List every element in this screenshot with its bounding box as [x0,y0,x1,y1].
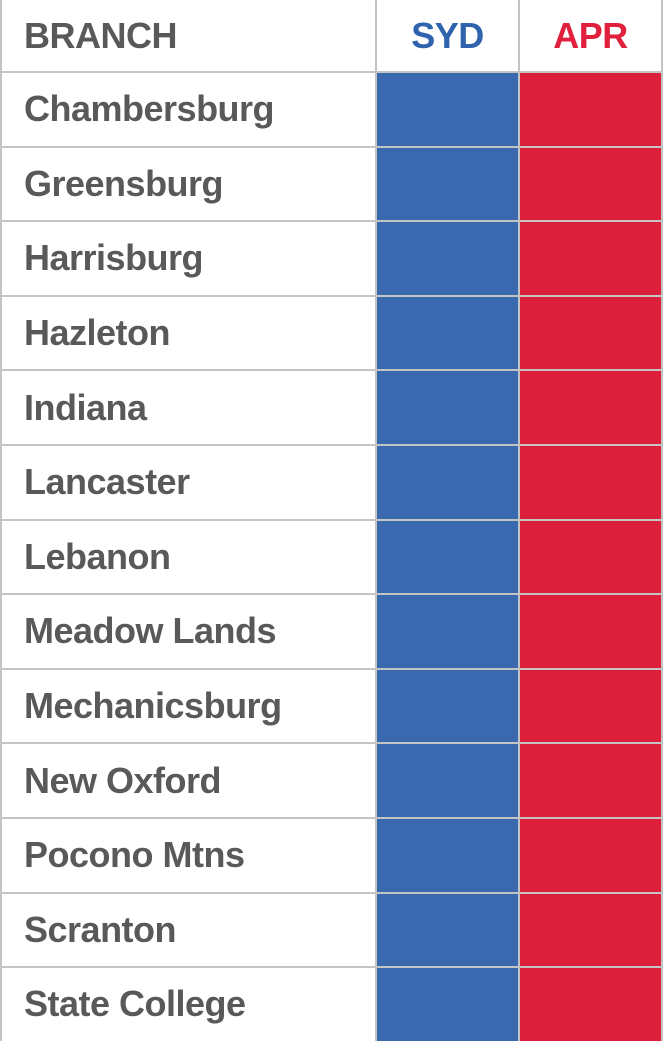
header-cell-syd: SYD [377,0,518,71]
branch-name-cell: Lancaster [2,445,375,519]
branch-name: Chambersburg [24,88,275,130]
branch-name: Lebanon [24,535,171,577]
apr-value-cell [520,669,661,743]
branch-name-cell: Hazleton [2,296,375,370]
branch-name-cell: Pocono Mtns [2,818,375,892]
branch-name: New Oxford [24,759,222,801]
branch-name-cell: Scranton [2,893,375,967]
branch-name: Lancaster [24,461,190,503]
apr-value-cell [520,968,661,1041]
branch-name-cell: Meadow Lands [2,595,375,668]
apr-value-cell [520,818,661,892]
branch-name: Meadow Lands [24,610,277,652]
syd-value-cell [377,147,518,221]
syd-value-cell [377,669,518,743]
apr-value-cell [520,893,661,967]
syd-value-cell [377,818,518,892]
branch-name-cell: Lebanon [2,520,375,594]
apr-value-cell [520,371,661,444]
syd-value-cell [377,520,518,594]
branch-name-cell: Chambersburg [2,73,375,146]
header-cell-apr: APR [520,0,661,71]
branch-name: Greensburg [24,162,224,204]
branch-name-cell: Mechanicsburg [2,669,375,743]
apr-value-cell [520,222,661,295]
header-cell-branch: BRANCH [2,0,375,71]
branch-name-cell: Harrisburg [2,222,375,295]
branch-name-cell: Greensburg [2,147,375,221]
branch-name: Scranton [24,908,177,950]
syd-value-cell [377,371,518,444]
apr-value-cell [520,445,661,519]
header-label-apr: APR [553,14,628,56]
syd-value-cell [377,296,518,370]
branch-name: Indiana [24,386,147,428]
branch-name: Hazleton [24,312,171,354]
syd-value-cell [377,73,518,146]
syd-value-cell [377,222,518,295]
syd-value-cell [377,595,518,668]
apr-value-cell [520,595,661,668]
apr-value-cell [520,296,661,370]
syd-value-cell [377,744,518,817]
apr-value-cell [520,73,661,146]
apr-value-cell [520,520,661,594]
syd-value-cell [377,893,518,967]
branch-name: State College [24,983,246,1025]
header-label-branch: BRANCH [24,14,178,56]
syd-value-cell [377,968,518,1041]
branch-name: Harrisburg [24,237,204,279]
apr-value-cell [520,147,661,221]
syd-value-cell [377,445,518,519]
apr-value-cell [520,744,661,817]
branch-name-cell: State College [2,968,375,1041]
branch-name: Pocono Mtns [24,834,245,876]
branch-name-cell: New Oxford [2,744,375,817]
branch-name: Mechanicsburg [24,685,282,727]
branch-name-cell: Indiana [2,371,375,444]
header-label-syd: SYD [411,14,484,56]
